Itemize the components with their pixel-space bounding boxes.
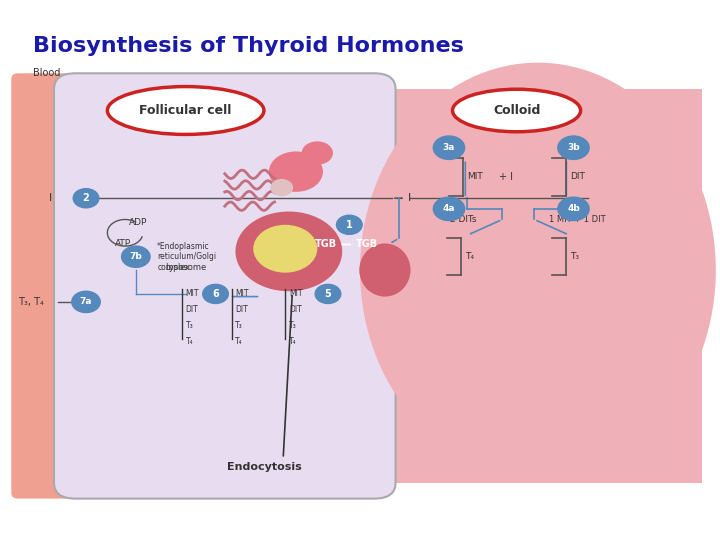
Text: 2: 2	[83, 193, 89, 203]
Text: 1 MIT + 1 DIT: 1 MIT + 1 DIT	[549, 215, 606, 224]
Ellipse shape	[360, 63, 716, 477]
Circle shape	[271, 180, 292, 195]
Text: 3a: 3a	[443, 143, 455, 152]
Circle shape	[203, 285, 228, 303]
Circle shape	[302, 141, 333, 165]
Text: 4a: 4a	[443, 204, 455, 213]
Text: T₄: T₄	[186, 338, 193, 346]
Text: DIT: DIT	[289, 306, 302, 314]
Circle shape	[315, 285, 341, 303]
Text: 4b: 4b	[567, 204, 580, 213]
Circle shape	[122, 246, 150, 267]
Text: 7b: 7b	[130, 252, 142, 261]
Ellipse shape	[452, 89, 580, 132]
Text: Blood: Blood	[33, 68, 60, 78]
Text: *Endoplasmic
reticulum/Golgi
complex: *Endoplasmic reticulum/Golgi complex	[157, 242, 216, 272]
Text: T₄: T₄	[289, 338, 297, 346]
Text: 7a: 7a	[80, 298, 92, 306]
Text: MIT: MIT	[289, 289, 302, 299]
Text: I: I	[408, 193, 411, 203]
Text: ATP: ATP	[114, 239, 130, 248]
Text: Biosynthesis of Thyroid Hormones: Biosynthesis of Thyroid Hormones	[32, 36, 464, 56]
Text: T₃: T₃	[570, 252, 579, 261]
Text: T₄: T₄	[464, 252, 474, 261]
Ellipse shape	[107, 86, 264, 134]
Text: 2 DITs: 2 DITs	[451, 215, 477, 224]
Text: 3b: 3b	[567, 143, 580, 152]
Text: MIT: MIT	[467, 172, 482, 181]
Text: Endocytosis: Endocytosis	[227, 462, 301, 472]
Text: TGB: TGB	[315, 239, 337, 249]
Circle shape	[72, 291, 100, 313]
Text: I: I	[49, 193, 52, 203]
FancyBboxPatch shape	[374, 89, 701, 483]
Text: Follicular cell: Follicular cell	[140, 104, 232, 117]
Text: T₄: T₄	[235, 338, 243, 346]
FancyBboxPatch shape	[12, 73, 83, 498]
Text: Colloid: Colloid	[493, 104, 540, 117]
Circle shape	[253, 225, 318, 273]
Text: MIT: MIT	[186, 289, 199, 299]
Circle shape	[73, 188, 99, 208]
Text: 6: 6	[212, 289, 219, 299]
Circle shape	[235, 212, 342, 291]
Circle shape	[336, 215, 362, 234]
FancyBboxPatch shape	[54, 73, 395, 498]
Circle shape	[433, 136, 464, 159]
Text: 1: 1	[346, 220, 353, 230]
Text: + I: + I	[499, 172, 513, 182]
Text: DIT: DIT	[235, 306, 248, 314]
Text: T₃, T₄: T₃, T₄	[18, 297, 44, 307]
Text: T₃: T₃	[186, 321, 194, 330]
Circle shape	[269, 151, 323, 192]
Text: T₃: T₃	[289, 321, 297, 330]
Text: MIT: MIT	[235, 289, 249, 299]
Ellipse shape	[359, 244, 410, 296]
Circle shape	[433, 197, 464, 220]
Circle shape	[558, 136, 589, 159]
Text: DIT: DIT	[570, 172, 585, 181]
Text: 5: 5	[325, 289, 331, 299]
Text: ADP: ADP	[129, 218, 147, 227]
Text: TGB: TGB	[356, 239, 378, 249]
Text: DIT: DIT	[186, 306, 199, 314]
Text: Lysosome: Lysosome	[165, 263, 206, 272]
Circle shape	[558, 197, 589, 220]
Text: T₃: T₃	[235, 321, 243, 330]
